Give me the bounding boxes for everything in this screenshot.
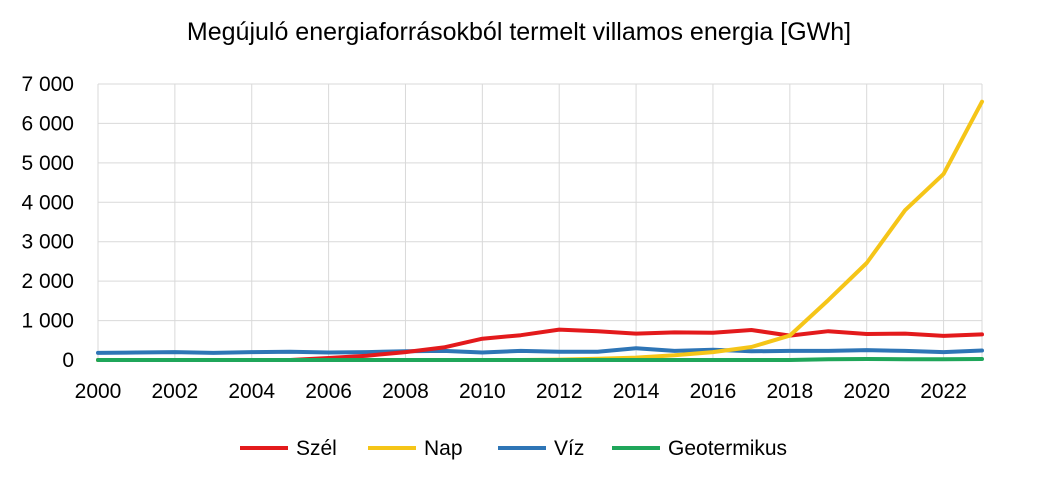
x-tick-label: 2016 <box>690 380 737 403</box>
grid <box>97 83 983 361</box>
x-tick-label: 2004 <box>228 380 275 403</box>
chart-title: Megújuló energiaforrásokból termelt vill… <box>187 18 851 46</box>
legend-label: Szél <box>296 437 337 460</box>
legend: Szél Nap Víz Geotermikus <box>240 437 787 460</box>
y-tick-label: 4 000 <box>21 191 74 214</box>
series-lines <box>96 99 984 362</box>
x-tick-label: 2006 <box>305 380 352 403</box>
legend-label: Nap <box>424 437 463 460</box>
y-tick-label: 7 000 <box>21 73 74 96</box>
y-axis-ticks: 0 1 000 2 000 3 000 4 000 5 000 6 000 7 000 <box>21 73 74 372</box>
legend-label: Víz <box>554 437 584 460</box>
series-line-szél <box>96 327 984 362</box>
y-tick-label: 1 000 <box>21 310 74 333</box>
x-tick-label: 2014 <box>613 380 660 403</box>
x-tick-label: 2020 <box>843 380 890 403</box>
y-tick-label: 0 <box>62 349 74 372</box>
x-tick-label: 2010 <box>459 380 506 403</box>
x-tick-label: 2022 <box>920 380 967 403</box>
y-tick-label: 2 000 <box>21 270 74 293</box>
x-tick-label: 2000 <box>75 380 122 403</box>
series-line-nap <box>96 99 984 362</box>
y-tick-label: 5 000 <box>21 152 74 175</box>
x-tick-label: 2002 <box>152 380 199 403</box>
series-line-víz <box>96 346 984 355</box>
y-tick-label: 3 000 <box>21 231 74 254</box>
x-tick-label: 2012 <box>536 380 583 403</box>
y-tick-label: 6 000 <box>21 112 74 135</box>
x-tick-label: 2008 <box>382 380 429 403</box>
series-line-geotermikus <box>96 357 984 362</box>
x-tick-label: 2018 <box>766 380 813 403</box>
legend-label: Geotermikus <box>668 437 787 460</box>
x-axis-ticks: 2000 2002 2004 2006 2008 2010 2012 2014 2016 2018… <box>75 380 967 403</box>
